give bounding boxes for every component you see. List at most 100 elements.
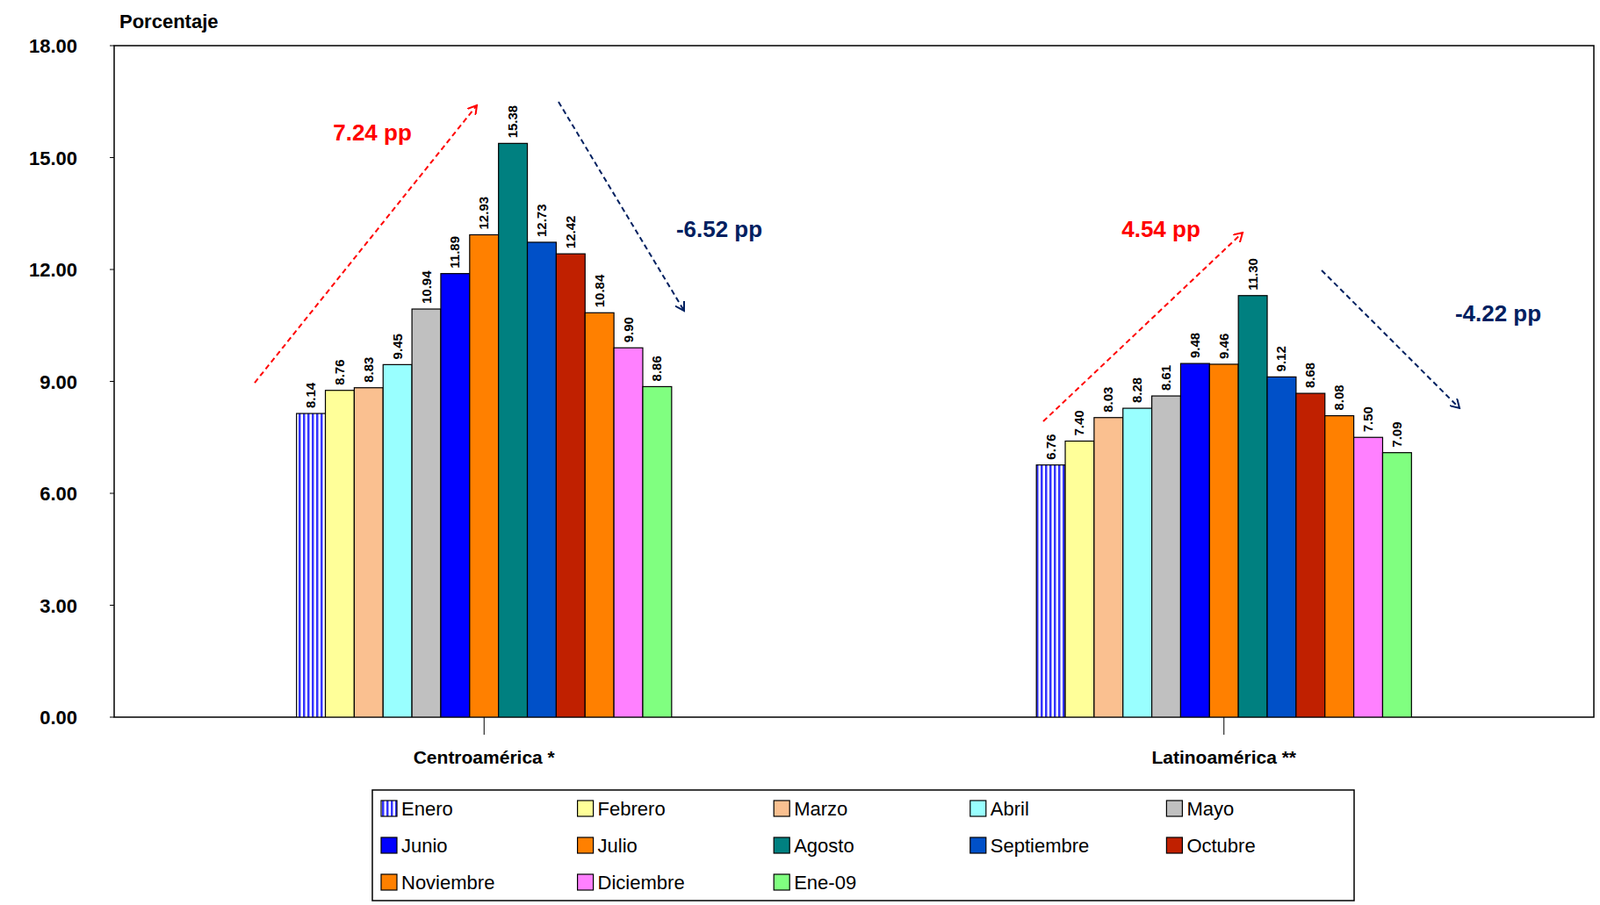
bar xyxy=(1180,363,1210,718)
annotation: -6.52 pp xyxy=(676,216,763,243)
bar xyxy=(1152,396,1182,718)
bar xyxy=(1238,295,1268,718)
data-label: 8.76 xyxy=(331,359,347,385)
bar xyxy=(1123,408,1153,718)
bar xyxy=(1267,376,1297,718)
annotation: 7.24 pp xyxy=(332,119,412,146)
data-label: 11.30 xyxy=(1245,258,1261,291)
legend-swatch xyxy=(1166,800,1182,817)
annotation-arrow xyxy=(1321,270,1460,409)
bar xyxy=(296,413,326,718)
data-label: 9.45 xyxy=(389,333,405,360)
legend-label: Ene-09 xyxy=(793,872,857,894)
legend-label: Abril xyxy=(990,798,1030,821)
legend-swatch xyxy=(577,874,594,891)
data-label: 7.50 xyxy=(1360,406,1376,433)
annotation-arrow xyxy=(558,101,685,311)
x-tick xyxy=(483,717,485,736)
legend-label: Agosto xyxy=(793,835,855,858)
bar xyxy=(1354,437,1384,718)
data-label: 8.86 xyxy=(648,355,664,382)
data-label: 12.42 xyxy=(562,216,578,250)
data-label: 9.90 xyxy=(620,317,636,343)
data-label: 10.94 xyxy=(418,270,434,304)
bar xyxy=(613,347,643,718)
bar xyxy=(382,364,412,718)
data-label: 7.09 xyxy=(1389,421,1405,447)
legend-label: Septiembre xyxy=(990,835,1090,858)
bar xyxy=(1382,453,1412,718)
bar xyxy=(1296,393,1326,718)
legend-box xyxy=(372,790,1355,901)
y-tick-label: 0.00 xyxy=(39,706,78,729)
x-tick-label: Centroamérica * xyxy=(413,747,556,768)
annotation-arrow xyxy=(1043,232,1243,422)
bar xyxy=(642,386,672,718)
x-tick-label: Latinoamérica ** xyxy=(1151,747,1297,768)
legend-label: Mayo xyxy=(1186,798,1234,821)
data-label: 12.93 xyxy=(475,196,491,231)
legend-swatch xyxy=(1166,837,1182,854)
y-tick-label: 6.00 xyxy=(39,482,78,505)
bar xyxy=(555,253,585,718)
annotation: 4.54 pp xyxy=(1121,216,1201,243)
legend-swatch xyxy=(577,800,594,817)
legend-swatch xyxy=(773,837,790,854)
data-label: 8.08 xyxy=(1331,384,1347,411)
bar xyxy=(527,242,557,718)
y-tick-label: 3.00 xyxy=(39,595,78,618)
data-label: 7.40 xyxy=(1071,410,1087,436)
data-label: 9.46 xyxy=(1216,333,1232,360)
bar xyxy=(469,234,499,718)
legend-label: Enero xyxy=(401,798,454,821)
plot-frame xyxy=(114,45,1594,718)
annotation: -4.22 pp xyxy=(1455,300,1542,327)
legend-swatch xyxy=(577,837,594,854)
y-tick-label: 18.00 xyxy=(28,35,78,58)
data-label: 10.84 xyxy=(591,273,607,308)
legend-swatch xyxy=(773,800,790,817)
data-label: 15.38 xyxy=(504,105,520,139)
bar xyxy=(1325,416,1355,718)
data-label: 9.48 xyxy=(1187,332,1203,359)
bar xyxy=(1094,418,1124,718)
data-label: 12.73 xyxy=(533,203,549,238)
data-label: 11.89 xyxy=(446,236,462,269)
y-tick-label: 9.00 xyxy=(39,371,78,394)
annotation-arrow xyxy=(254,105,477,383)
legend-label: Diciembre xyxy=(598,872,685,894)
data-label: 8.68 xyxy=(1302,362,1318,389)
bar xyxy=(411,309,441,718)
legend-swatch xyxy=(773,874,790,891)
y-axis-title: Porcentaje xyxy=(119,10,219,33)
legend-swatch xyxy=(970,800,987,817)
data-label: 6.76 xyxy=(1043,433,1059,460)
bars xyxy=(296,143,1413,718)
bar xyxy=(325,390,355,718)
bar xyxy=(353,388,383,718)
legend-label: Marzo xyxy=(793,798,848,821)
legend-swatch xyxy=(381,800,397,817)
x-tick xyxy=(1223,717,1225,736)
bar xyxy=(1209,364,1239,718)
data-label: 8.83 xyxy=(360,357,376,383)
data-label: 8.14 xyxy=(302,381,318,409)
legend-label: Febrero xyxy=(598,798,666,821)
data-label: 9.12 xyxy=(1273,345,1289,372)
bar xyxy=(440,273,470,718)
y-tick-label: 12.00 xyxy=(28,259,78,282)
data-labels: 8.14 6.76 8.76 7.40 8.83 8.03 9.45 8.28 10.94 8.6… xyxy=(302,105,1405,461)
y-tick-label: 15.00 xyxy=(28,147,78,170)
chart: Porcentaje 0.00 3.00 6.00 9.00 12.00 15.00 18.0… xyxy=(0,0,1600,905)
bar xyxy=(584,312,614,718)
legend-label: Noviembre xyxy=(401,872,495,894)
legend-swatch xyxy=(970,837,987,854)
legend-label: Julio xyxy=(598,835,638,858)
bar xyxy=(1065,441,1095,719)
data-label: 8.03 xyxy=(1100,387,1116,413)
data-label: 8.61 xyxy=(1158,365,1174,391)
bar xyxy=(1036,465,1066,718)
bar xyxy=(498,143,528,718)
legend-swatch xyxy=(381,837,397,854)
data-label: 8.28 xyxy=(1129,377,1145,404)
